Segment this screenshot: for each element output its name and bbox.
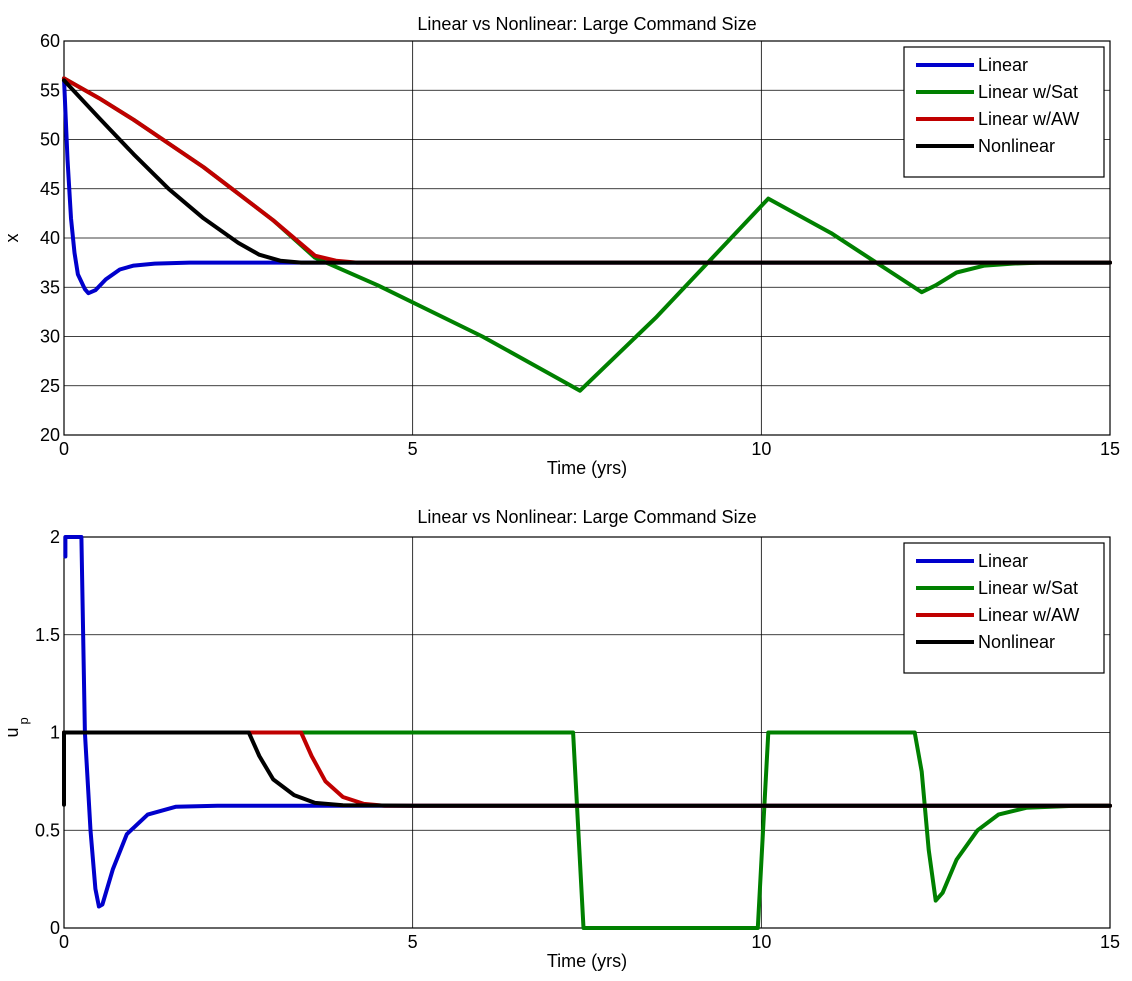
y-axis-label-group: x: [2, 234, 22, 243]
x-axis-label: Time (yrs): [547, 458, 627, 478]
legend-label: Nonlinear: [978, 632, 1055, 652]
legend-label: Linear w/Sat: [978, 82, 1078, 102]
y-tick-label: 35: [40, 277, 60, 297]
x-tick-label: 0: [59, 439, 69, 459]
legend-label: Nonlinear: [978, 136, 1055, 156]
y-tick-label: 30: [40, 327, 60, 347]
x-tick-label: 15: [1100, 439, 1120, 459]
y-tick-label: 45: [40, 179, 60, 199]
chart-title: Linear vs Nonlinear: Large Command Size: [417, 14, 756, 34]
chart-title: Linear vs Nonlinear: Large Command Size: [417, 507, 756, 527]
x-tick-label: 0: [59, 932, 69, 952]
y-axis-label-group: up: [2, 717, 31, 737]
legend-box: [903, 542, 1105, 674]
y-tick-label: 20: [40, 425, 60, 445]
y-tick-label: 60: [40, 31, 60, 51]
legend-label: Linear w/Sat: [978, 578, 1078, 598]
y-tick-label: 1.5: [35, 625, 60, 645]
y-axis-label: u: [2, 727, 22, 737]
y-tick-label: 0.5: [35, 820, 60, 840]
x-tick-label: 5: [408, 932, 418, 952]
y-tick-label: 1: [50, 723, 60, 743]
legend: Linear Linear w/Sat Linear w/AW Nonlinear: [903, 46, 1105, 178]
legend-label: Linear: [978, 551, 1028, 571]
series-line-nonlinear: [62, 78, 1112, 265]
legend: Linear Linear w/Sat Linear w/AW Nonlinear: [903, 542, 1105, 674]
y-tick-label: 0: [50, 918, 60, 938]
y-tick-label: 50: [40, 130, 60, 150]
x-tick-label: 5: [408, 439, 418, 459]
legend-label: Linear w/AW: [978, 109, 1079, 129]
bottom-plot-up: 0 5 10 15 0 0.5 1 1.5 2 Linear vs Nonlinear: Larg…: [2, 507, 1120, 971]
x-tick-label: 10: [751, 932, 771, 952]
legend-label: Linear: [978, 55, 1028, 75]
x-tick-label: 10: [751, 439, 771, 459]
legend-label: Linear w/AW: [978, 605, 1079, 625]
y-axis-label-subscript: p: [16, 717, 31, 724]
top-plot-x: 0 5 10 15 20 25 30 35 40 45 50 55 60 Linear vs Nonlin…: [2, 14, 1120, 478]
y-tick-label: 55: [40, 80, 60, 100]
y-tick-label: 40: [40, 228, 60, 248]
x-tick-label: 15: [1100, 932, 1120, 952]
y-tick-label: 25: [40, 376, 60, 396]
series-line-linear: [63, 535, 1112, 909]
x-axis-label: Time (yrs): [547, 951, 627, 971]
y-tick-label: 2: [50, 527, 60, 547]
y-axis-label: x: [2, 234, 22, 243]
series-line-nonlinear: [62, 730, 1112, 808]
legend-box: [903, 46, 1105, 178]
series-line-linear-w-sat: [62, 730, 1112, 930]
